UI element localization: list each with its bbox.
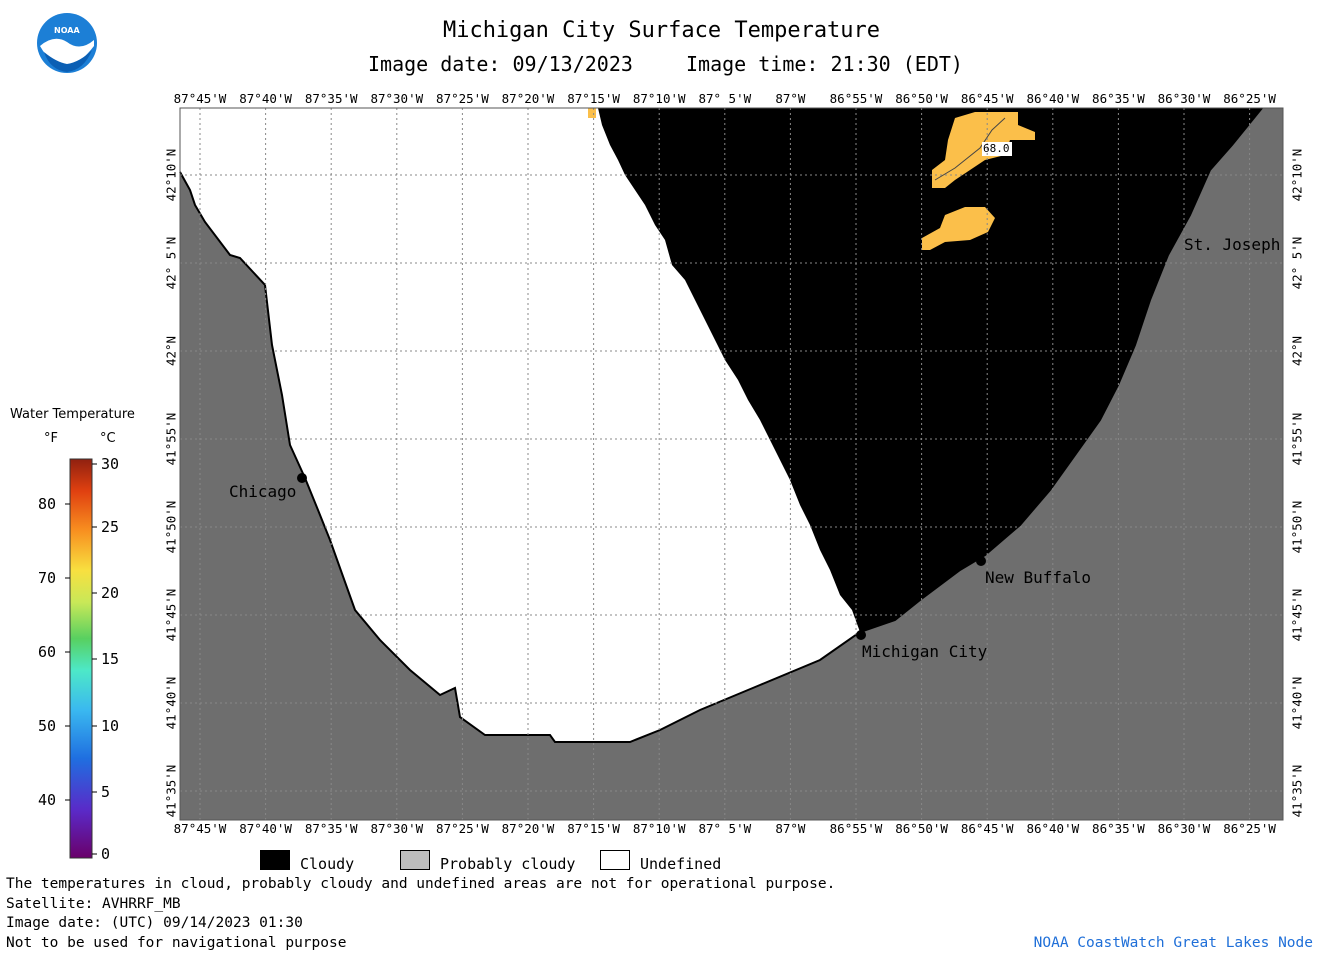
longitude-tick-label: 86°40'W	[1026, 91, 1080, 106]
longitude-tick-label: 87°W	[775, 821, 806, 836]
legend-c-tick-label: 5	[101, 783, 111, 801]
contour-label-box	[982, 142, 1012, 156]
footer-image-date-utc: Image date: (UTC) 09/14/2023 01:30	[6, 915, 303, 931]
latitude-tick-label: 42°N	[1289, 335, 1305, 367]
latitude-tick-label: 41°50'N	[163, 500, 179, 554]
longitude-tick-label: 86°30'W	[1157, 821, 1211, 836]
latitude-tick-label: 42° 5'N	[1289, 236, 1305, 290]
longitude-tick-label: 86°25'W	[1223, 821, 1276, 836]
legend-c-tick-label: 0	[101, 845, 111, 863]
latitude-tick-label: 41°35'N	[163, 764, 179, 818]
footer-disclaimer: The temperatures in cloud, probably clou…	[6, 876, 836, 892]
graticule	[180, 108, 1283, 820]
legend-c-tick-label: 20	[101, 584, 120, 602]
legend-c-tick-label: 15	[101, 650, 120, 668]
longitude-tick-label: 87° 5'W	[698, 91, 752, 106]
longitude-tick-label: 87°45'W	[173, 91, 227, 106]
contour-label: 68.0	[983, 142, 1010, 155]
contour-line-68	[934, 117, 1006, 181]
footer-satellite: Satellite: AVHRRF_MB	[6, 896, 181, 912]
longitude-tick-label: 87° 5'W	[698, 821, 752, 836]
chicago-marker	[297, 473, 307, 483]
longitude-tick-label: 86°55'W	[829, 821, 883, 836]
michigan-city-label: Michigan City	[862, 642, 988, 661]
map-title: Michigan City Surface Temperature	[442, 18, 881, 43]
latitude-tick-label: 41°40'N	[163, 676, 179, 730]
probably-cloudy-key-label: Probably cloudy	[440, 855, 576, 873]
longitude-tick-label: 86°50'W	[895, 91, 948, 106]
noaa-logo	[37, 13, 97, 73]
latitude-tick-label: 41°55'N	[1289, 412, 1305, 466]
longitude-tick-label: 87°15'W	[567, 91, 620, 106]
longitude-tick-label: 87°25'W	[436, 91, 489, 106]
longitude-tick-label: 86°50'W	[895, 821, 948, 836]
credit-link[interactable]: NOAA CoastWatch Great Lakes Node	[1033, 935, 1313, 951]
noaa-logo-text: NOAA	[54, 26, 80, 35]
latitude-tick-label: 41°35'N	[1289, 764, 1305, 818]
legend-c-tick-label: 10	[101, 717, 120, 735]
longitude-tick-label: 87°30'W	[370, 821, 424, 836]
latitude-tick-label: 41°50'N	[1289, 500, 1305, 554]
temperature-colorbar	[65, 458, 97, 859]
michigan-city-marker	[856, 630, 866, 640]
longitude-tick-label: 87°35'W	[304, 821, 358, 836]
footer-navigation-warning: Not to be used for navigational purpose	[6, 935, 347, 951]
legend-f-tick-label: 50	[38, 717, 57, 735]
longitude-tick-label: 87°W	[775, 91, 806, 106]
legend-title: Water Temperature	[10, 407, 135, 422]
legend-unit-f: °F	[44, 431, 58, 446]
legend-f-tick-label: 60	[38, 643, 57, 661]
longitude-tick-label: 87°30'W	[370, 91, 424, 106]
warm-water-pixel	[588, 108, 596, 118]
latitude-tick-label: 41°55'N	[163, 412, 179, 466]
chicago-label: Chicago	[229, 482, 297, 501]
new-buffalo-label: New Buffalo	[985, 568, 1091, 587]
undefined-swatch	[600, 850, 630, 870]
shoreline	[179, 107, 1263, 743]
latitude-tick-label: 42°10'N	[1289, 148, 1305, 202]
latitude-tick-label: 41°40'N	[1289, 676, 1305, 730]
legend-c-tick-label: 25	[101, 518, 120, 536]
warm-water-patch-south	[922, 207, 995, 250]
longitude-tick-label: 86°35'W	[1092, 821, 1145, 836]
cloudy-swatch	[260, 850, 290, 870]
longitude-tick-label: 86°35'W	[1092, 91, 1145, 106]
legend-c-tick-label: 30	[101, 455, 120, 473]
longitude-tick-label: 87°45'W	[173, 821, 227, 836]
latitude-tick-label: 42°N	[163, 335, 179, 367]
longitude-tick-label: 87°25'W	[436, 821, 489, 836]
image-time-label: Image time: 21:30 (EDT)	[686, 52, 963, 76]
image-date-label: Image date: 09/13/2023	[368, 52, 633, 76]
latitude-tick-label: 41°45'N	[163, 588, 179, 642]
longitude-tick-label: 86°40'W	[1026, 821, 1080, 836]
legend-f-tick-label: 40	[38, 791, 57, 809]
latitude-tick-label: 41°45'N	[1289, 588, 1305, 642]
undefined-key-label: Undefined	[640, 855, 722, 873]
longitude-tick-label: 87°20'W	[501, 91, 555, 106]
longitude-tick-label: 87°10'W	[632, 91, 686, 106]
cloudy-area	[598, 108, 1262, 632]
latitude-tick-label: 42°10'N	[163, 148, 179, 202]
longitude-tick-label: 87°20'W	[501, 821, 555, 836]
longitude-tick-label: 86°25'W	[1223, 91, 1276, 106]
new-buffalo-marker	[976, 556, 986, 566]
legend-unit-c: °C	[100, 431, 116, 446]
longitude-tick-label: 87°40'W	[239, 821, 292, 836]
map-frame	[179, 107, 1284, 821]
cloudy-key-label: Cloudy	[300, 855, 355, 873]
probably-cloudy-swatch	[400, 850, 430, 870]
latitude-tick-label: 42° 5'N	[163, 236, 179, 290]
st-joseph-label: St. Joseph	[1184, 235, 1281, 254]
longitude-tick-label: 86°30'W	[1157, 91, 1211, 106]
longitude-tick-label: 87°40'W	[239, 91, 292, 106]
longitude-tick-label: 87°10'W	[632, 821, 686, 836]
longitude-tick-label: 86°45'W	[960, 91, 1014, 106]
legend-f-tick-label: 80	[38, 495, 57, 513]
longitude-tick-label: 86°55'W	[829, 91, 883, 106]
longitude-tick-label: 87°35'W	[304, 91, 358, 106]
longitude-tick-label: 86°45'W	[960, 821, 1014, 836]
longitude-tick-label: 87°15'W	[567, 821, 620, 836]
legend-f-tick-label: 70	[38, 569, 57, 587]
